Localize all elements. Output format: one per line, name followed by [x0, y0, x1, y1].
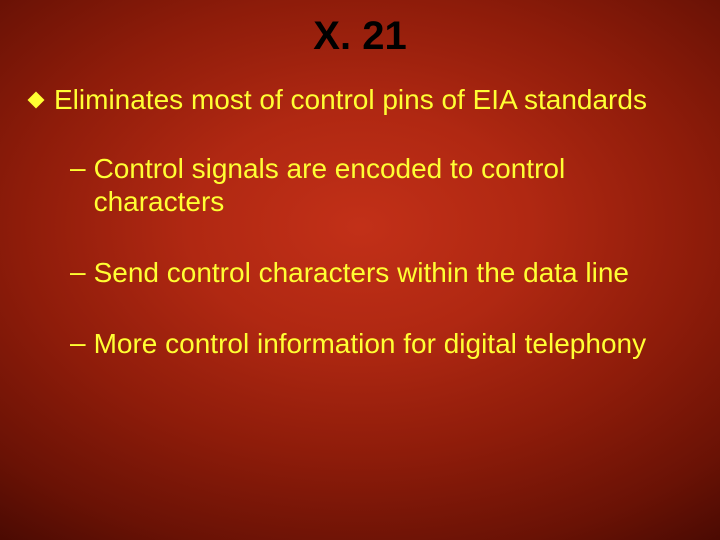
sub-bullet-text: Send control characters within the data … — [94, 256, 629, 289]
bullet-text: Eliminates most of control pins of EIA s… — [54, 83, 647, 116]
sub-bullet-item: – More control information for digital t… — [70, 327, 692, 360]
sub-bullet-text: Control signals are encoded to control c… — [94, 152, 692, 218]
dash-icon: – — [70, 152, 86, 184]
dash-icon: – — [70, 256, 86, 288]
dash-icon: – — [70, 327, 86, 359]
sub-bullet-text: More control information for digital tel… — [94, 327, 647, 360]
sub-bullet-item: – Send control characters within the dat… — [70, 256, 692, 289]
slide-title: X. 21 — [28, 14, 692, 59]
sub-bullet-item: – Control signals are encoded to control… — [70, 152, 692, 218]
bullet-item: Eliminates most of control pins of EIA s… — [28, 83, 692, 116]
slide: X. 21 Eliminates most of control pins of… — [0, 0, 720, 540]
diamond-bullet-icon — [28, 92, 45, 109]
